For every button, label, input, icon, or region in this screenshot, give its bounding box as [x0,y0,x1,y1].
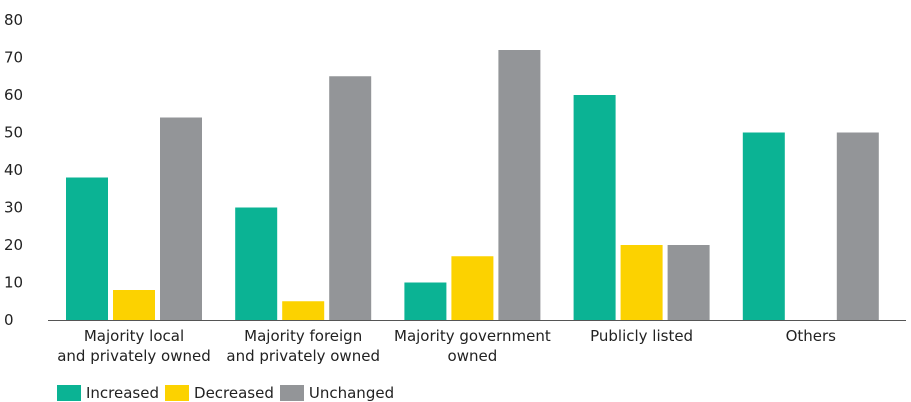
legend-label-decreased: Decreased [194,384,274,402]
legend-item-unchanged: Unchanged [279,384,395,402]
y-tick-label: 60 [4,86,23,104]
bar-increased-0 [66,177,108,320]
x-axis-labels: Majority local and privately owned Majorit… [57,327,836,365]
y-tick-label: 10 [4,274,23,292]
legend-swatch-decreased [165,385,190,401]
bar-decreased-1 [282,301,325,320]
bar-unchanged-4 [836,132,879,320]
bar-increased-2 [404,282,447,320]
legend-item-decreased: Decreased [165,384,274,402]
bar-unchanged-2 [498,50,541,320]
bar-unchanged-1 [329,76,372,320]
x-category-label: Majority foreign and privately owned [226,327,380,365]
y-tick-label: 20 [4,236,23,254]
legend-swatch-unchanged [279,385,304,401]
y-tick-label: 50 [4,124,23,142]
legend: Increased Decreased Unchanged [57,384,400,402]
bar-increased-4 [742,132,785,320]
x-category-label: Majority government owned [394,327,551,365]
y-tick-label: 70 [4,49,23,67]
bar-decreased-2 [451,256,494,320]
legend-label-unchanged: Unchanged [308,384,395,402]
y-tick-label: 0 [4,311,14,329]
bar-chart: 0 10 20 30 40 50 60 70 80 Majority local and priv… [4,11,906,365]
y-tick-label: 30 [4,199,23,217]
legend-swatch-increased [57,385,81,401]
bar-unchanged-0 [160,117,202,320]
bars [66,50,879,320]
y-tick-label: 80 [4,11,23,29]
bar-decreased-3 [620,245,663,320]
bar-increased-1 [235,207,278,320]
bar-increased-3 [573,95,616,320]
y-tick-label: 40 [4,161,23,179]
legend-label-increased: Increased [86,384,160,402]
legend-item-increased: Increased [57,384,159,402]
y-axis-ticks: 0 10 20 30 40 50 60 70 80 [4,11,23,329]
x-category-label: Majority local and privately owned [57,327,211,365]
x-category-label: Others [786,327,837,345]
bar-unchanged-3 [667,245,710,320]
x-category-label: Publicly listed [590,327,693,345]
bar-decreased-0 [113,290,155,320]
